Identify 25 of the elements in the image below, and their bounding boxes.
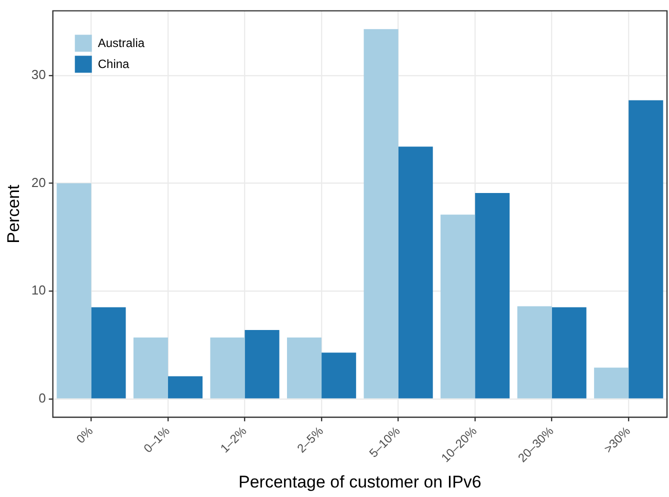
- y-tick-label: 30: [31, 67, 46, 82]
- bar: [552, 307, 586, 398]
- bar: [594, 368, 629, 398]
- y-tick-label: 20: [31, 174, 46, 190]
- bar: [244, 330, 280, 398]
- bar: [210, 337, 245, 398]
- y-axis-title: Percent: [4, 184, 23, 244]
- bar: [440, 214, 476, 398]
- bar: [398, 146, 433, 398]
- bar: [475, 193, 510, 398]
- y-tick-label: 10: [31, 282, 46, 298]
- x-tick-label: 0%: [74, 424, 96, 446]
- bar: [628, 100, 664, 398]
- bar: [364, 29, 398, 398]
- bar: [133, 337, 168, 398]
- legend-label: China: [98, 57, 130, 72]
- legend-label: Australia: [98, 36, 145, 50]
- bar: [91, 307, 126, 398]
- y-tick-label: 0: [38, 390, 46, 406]
- bar: [168, 376, 203, 398]
- bar: [56, 183, 92, 398]
- bar: [287, 337, 322, 398]
- x-axis-title: Percentage of customer on IPv6: [238, 472, 482, 492]
- bar: [322, 352, 356, 398]
- bar: [517, 306, 552, 398]
